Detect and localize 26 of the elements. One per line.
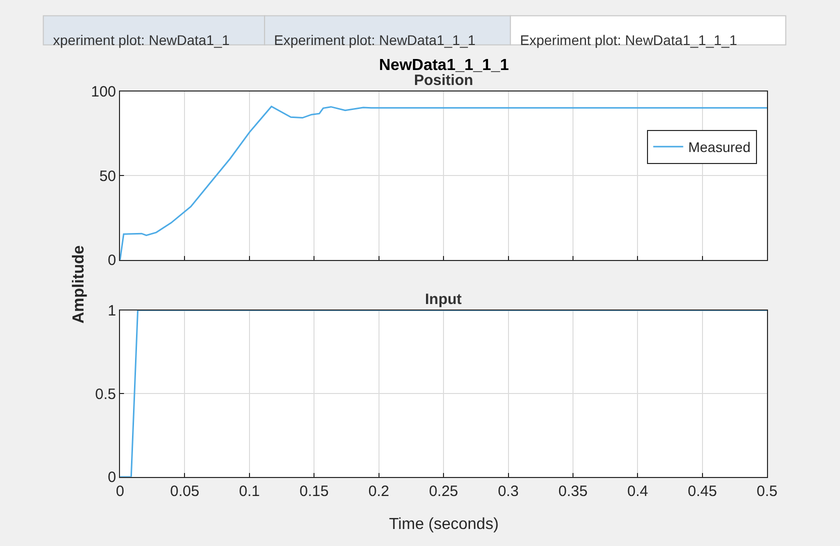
y-tick-label: 50 (99, 168, 116, 185)
x-tick-label: 0.15 (300, 482, 329, 500)
chart-subtitle: Input (425, 291, 462, 308)
text: Experiment plot: NewData1_1_1 (274, 32, 476, 48)
x-tick-label: 0.05 (170, 482, 200, 500)
x-tick-label: 0.5 (756, 482, 778, 500)
chart-title: NewData1_1_1_1 (379, 57, 509, 74)
x-tick-label: 0.2 (368, 482, 390, 500)
x-tick-label: 0.1 (239, 482, 260, 500)
line-series (120, 106, 768, 260)
chart-subtitle: Position (414, 72, 474, 89)
y-axis-title: Amplitude (70, 245, 88, 324)
x-tick-label: 0.45 (688, 482, 717, 500)
y-tick-label: 0.5 (95, 386, 116, 403)
y-tick-label: 0 (108, 469, 116, 486)
text: xperiment plot: NewData1_1 (53, 32, 230, 48)
x-tick-label: 0.3 (498, 482, 519, 500)
x-tick-label: 0.25 (428, 482, 458, 500)
x-tick-label: 0.35 (558, 482, 588, 500)
y-tick-label: 0 (108, 252, 116, 270)
y-tick-label: 1 (108, 302, 116, 320)
y-tick-label: 100 (91, 84, 116, 101)
x-axis-title: Time (seconds) (389, 516, 499, 533)
x-tick-label: 0.4 (627, 482, 648, 500)
text: Experiment plot: NewData1_1_1_1 (520, 32, 738, 48)
legend-label: Measured (688, 139, 750, 156)
